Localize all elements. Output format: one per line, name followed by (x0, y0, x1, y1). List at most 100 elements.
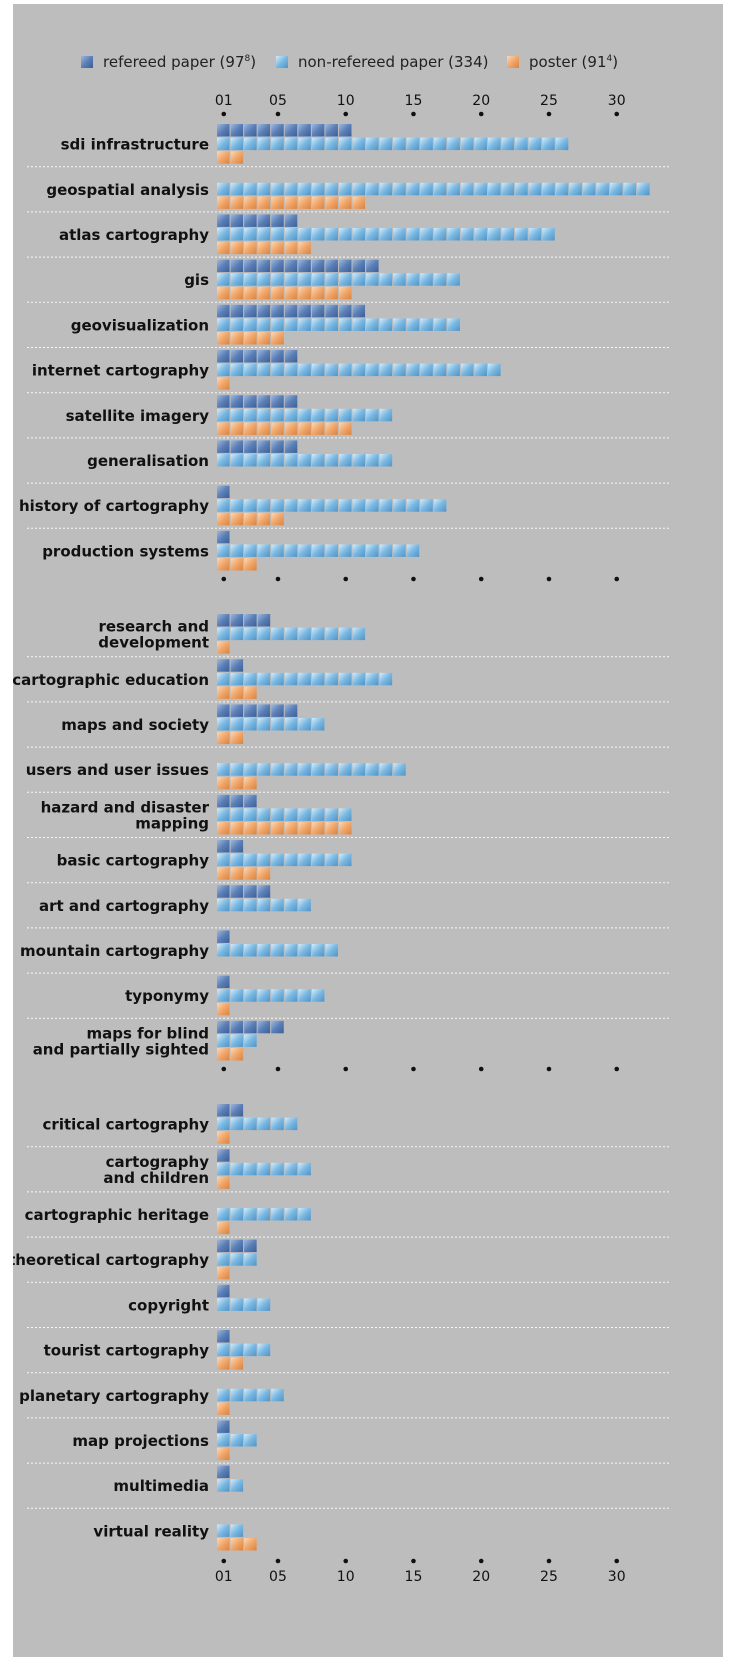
category-row-8: history of cartography (19, 485, 447, 526)
bar-square-10-1-7 (311, 627, 325, 641)
bar-square-6-0-3 (257, 395, 271, 408)
bar-square-9-1-6 (298, 544, 311, 557)
tick-label-top-5: 25 (540, 93, 558, 109)
bar-square-5-1-17 (447, 363, 460, 377)
bar-square-7-0-4 (271, 440, 284, 453)
bar-square-2-1-11 (366, 228, 379, 241)
bar-square-25-1-2 (244, 1343, 257, 1357)
bar-square-19-1-0 (217, 1034, 230, 1047)
bar-square-3-1-4 (271, 273, 284, 286)
bar-square-12-2-1 (230, 731, 244, 745)
bar-square-2-1-8 (325, 228, 338, 241)
bar-square-7-1-0 (217, 454, 230, 467)
bar-square-2-1-17 (447, 228, 460, 241)
bar-square-3-0-7 (311, 259, 325, 273)
category-label-26-0: planetary cartography (19, 1387, 209, 1405)
bar-square-16-0-3 (257, 885, 271, 898)
bar-square-15-0-1 (230, 840, 244, 853)
bar-square-27-2-0 (217, 1447, 230, 1461)
bar-square-14-2-2 (244, 822, 257, 835)
bar-square-9-1-8 (325, 544, 338, 557)
bar-square-2-1-14 (406, 228, 420, 241)
bar-square-11-1-6 (298, 672, 311, 686)
bar-square-0-1-8 (325, 137, 338, 151)
tick-label-bottom-5: 25 (540, 1569, 558, 1585)
bar-square-14-2-0 (217, 822, 230, 835)
bar-square-9-1-9 (338, 544, 352, 557)
bar-square-28-1-1 (230, 1479, 244, 1492)
bar-square-28-0-0 (217, 1465, 230, 1479)
bar-square-15-1-8 (325, 853, 338, 867)
category-label-29-0: virtual reality (93, 1522, 209, 1540)
bar-square-0-2-1 (230, 151, 244, 164)
bar-square-6-1-2 (244, 408, 257, 422)
bar-square-12-0-3 (257, 704, 271, 717)
bar-square-1-1-27 (582, 182, 596, 196)
bar-square-8-1-3 (257, 499, 271, 512)
tick-dot-mid10-6 (614, 576, 620, 582)
bar-square-8-1-12 (379, 499, 393, 512)
tick-dot-mid20-0 (221, 1066, 227, 1072)
bar-square-7-0-0 (217, 440, 230, 453)
bar-square-8-2-0 (217, 512, 230, 526)
bar-square-0-1-22 (515, 137, 528, 151)
bar-square-11-1-0 (217, 672, 230, 686)
bar-square-13-1-1 (230, 763, 244, 776)
bar-square-9-2-2 (244, 558, 257, 571)
bar-square-0-1-11 (366, 137, 379, 151)
bar-square-9-1-7 (311, 544, 325, 557)
bar-square-7-1-7 (311, 454, 325, 467)
bar-square-5-1-15 (420, 363, 433, 377)
bar-square-18-1-2 (244, 989, 257, 1002)
tick-dot-mid10-5 (546, 576, 552, 582)
bar-square-14-2-7 (311, 822, 325, 835)
bar-square-0-1-4 (271, 137, 284, 151)
bar-square-8-1-14 (406, 499, 420, 512)
bar-square-2-2-2 (244, 241, 257, 255)
bar-square-0-1-2 (244, 137, 257, 151)
bar-square-17-1-6 (298, 944, 311, 957)
bar-square-15-0-0 (217, 840, 230, 853)
bar-square-6-0-1 (230, 395, 244, 408)
bar-square-11-1-1 (230, 672, 244, 686)
legend-entry-0: refereed paper (978) (103, 53, 256, 71)
bar-square-1-1-8 (325, 182, 338, 196)
bar-square-8-1-7 (311, 499, 325, 512)
bar-square-1-2-0 (217, 196, 230, 209)
bar-square-3-1-12 (379, 273, 393, 286)
bar-square-4-0-3 (257, 304, 271, 318)
tick-dot-mid10-3 (411, 576, 416, 582)
bar-square-29-1-1 (230, 1524, 244, 1537)
bar-square-0-1-7 (311, 137, 325, 151)
bar-square-7-1-5 (284, 454, 298, 467)
tick-label-top-4: 20 (472, 93, 490, 109)
bar-square-17-1-0 (217, 944, 230, 957)
bar-square-16-0-2 (244, 885, 257, 898)
category-label-1-0: geospatial analysis (46, 181, 209, 199)
category-label-21-1: and children (103, 1169, 209, 1187)
tick-dot-mid20-3 (411, 1066, 416, 1072)
bar-square-2-1-20 (488, 228, 501, 241)
bar-square-3-2-7 (311, 286, 325, 300)
bar-square-12-1-0 (217, 718, 230, 731)
bar-square-10-0-3 (257, 614, 271, 627)
bar-square-3-1-8 (325, 273, 338, 286)
bar-square-3-1-6 (298, 273, 311, 286)
tick-dot-mid20-6 (614, 1066, 620, 1072)
bar-square-18-1-0 (217, 989, 230, 1002)
bar-square-11-1-7 (311, 672, 325, 686)
bar-square-9-1-13 (393, 544, 406, 557)
bar-square-22-1-3 (257, 1208, 271, 1221)
bar-square-19-0-4 (271, 1020, 284, 1034)
bar-square-23-0-1 (230, 1239, 244, 1253)
bar-square-18-2-0 (217, 1002, 230, 1016)
category-row-1: geospatial analysis (46, 181, 650, 209)
bar-square-15-2-0 (217, 867, 230, 880)
bar-square-0-1-25 (555, 137, 569, 151)
bar-square-3-2-0 (217, 286, 230, 300)
bar-square-10-2-0 (217, 641, 230, 654)
bar-square-4-2-4 (271, 332, 284, 345)
bar-square-4-0-0 (217, 304, 230, 318)
bar-square-21-1-1 (230, 1162, 244, 1176)
